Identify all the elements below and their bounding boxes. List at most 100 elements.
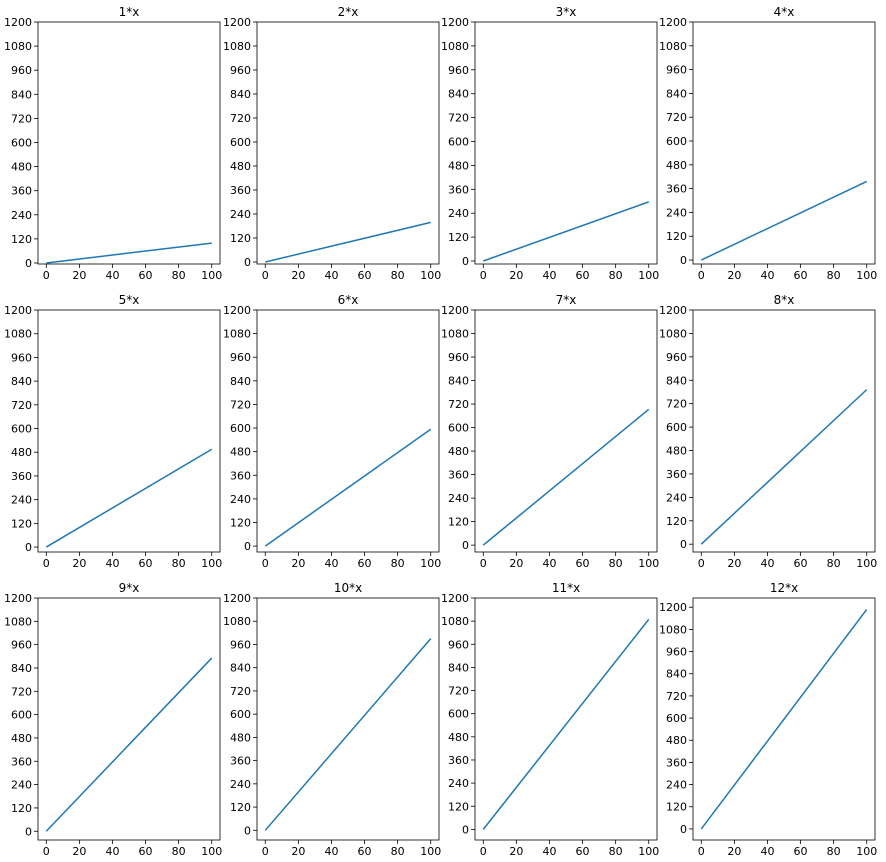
y-tick-label: 600 xyxy=(666,421,687,434)
x-tick-label: 40 xyxy=(324,557,338,570)
y-tick-label: 480 xyxy=(448,731,469,744)
y-tick-label: 1080 xyxy=(4,328,32,341)
y-tick-label: 480 xyxy=(666,734,687,747)
x-tick-label: 40 xyxy=(760,269,774,282)
x-tick-label: 40 xyxy=(324,845,338,858)
x-tick-label: 100 xyxy=(420,845,441,858)
y-tick-label: 360 xyxy=(448,469,469,482)
series-line xyxy=(483,201,649,262)
x-tick-label: 80 xyxy=(827,269,841,282)
y-tick-label: 600 xyxy=(11,709,32,722)
y-tick-label: 0 xyxy=(25,541,32,554)
y-tick-label: 360 xyxy=(448,754,469,767)
y-tick-label: 120 xyxy=(666,801,687,814)
x-tick-label: 100 xyxy=(420,557,441,570)
y-tick-label: 240 xyxy=(448,777,469,790)
subplot-title: 12*x xyxy=(770,581,798,595)
y-tick-label: 0 xyxy=(25,825,32,838)
y-tick-label: 1080 xyxy=(4,615,32,628)
y-tick-label: 240 xyxy=(448,492,469,505)
y-tick-label: 0 xyxy=(244,540,251,553)
subplot: 10*x 0 20 40 60 80 100 0 120 240 360 480 600 720 840 96… xyxy=(223,581,441,858)
plot-frame xyxy=(692,597,876,841)
y-tick-label: 720 xyxy=(666,111,687,124)
x-tick-label: 0 xyxy=(43,269,50,282)
x-tick-label: 60 xyxy=(576,269,590,282)
y-tick-label: 720 xyxy=(11,399,32,412)
y-tick-label: 720 xyxy=(448,112,469,125)
x-tick-label: 20 xyxy=(509,557,523,570)
y-tick-label: 1200 xyxy=(659,304,687,317)
x-tick-label: 60 xyxy=(576,845,590,858)
subplot-title: 6*x xyxy=(338,293,359,307)
y-tick-label: 480 xyxy=(230,731,251,744)
y-tick-label: 480 xyxy=(448,445,469,458)
y-tick-label: 240 xyxy=(666,491,687,504)
y-tick-label: 120 xyxy=(666,230,687,243)
y-tick-label: 0 xyxy=(680,254,687,267)
x-tick-label: 80 xyxy=(172,845,186,858)
subplot-title: 1*x xyxy=(119,5,140,19)
y-tick-label: 720 xyxy=(230,112,251,125)
y-tick-label: 360 xyxy=(11,470,32,483)
x-tick-label: 0 xyxy=(480,269,487,282)
y-tick-label: 360 xyxy=(666,756,687,769)
subplot: 6*x 0 20 40 60 80 100 0 120 240 360 480 600 720 840 960… xyxy=(223,293,441,570)
plot-frame xyxy=(692,21,876,265)
plot-frame xyxy=(256,597,440,841)
y-tick-label: 840 xyxy=(230,88,251,101)
x-tick-label: 100 xyxy=(856,269,877,282)
y-tick-label: 480 xyxy=(230,446,251,459)
y-tick-label: 840 xyxy=(666,87,687,100)
subplot: 2*x 0 20 40 60 80 100 0 120 240 360 480 600 720 840 960… xyxy=(223,5,441,282)
y-tick-label: 960 xyxy=(666,646,687,659)
x-tick-label: 20 xyxy=(72,845,86,858)
x-tick-label: 100 xyxy=(201,845,222,858)
y-tick-label: 960 xyxy=(448,638,469,651)
y-tick-label: 1200 xyxy=(223,304,251,317)
y-tick-label: 960 xyxy=(11,64,32,77)
x-tick-label: 60 xyxy=(794,557,808,570)
subplot-title: 10*x xyxy=(334,581,362,595)
y-tick-label: 240 xyxy=(11,494,32,507)
y-tick-label: 480 xyxy=(666,445,687,458)
y-tick-label: 1200 xyxy=(441,304,469,317)
x-tick-label: 40 xyxy=(542,845,556,858)
x-tick-label: 100 xyxy=(638,845,659,858)
y-tick-label: 360 xyxy=(11,185,32,198)
plot-frame xyxy=(37,21,221,265)
subplot-title: 5*x xyxy=(119,293,140,307)
x-tick-label: 80 xyxy=(391,845,405,858)
y-tick-label: 960 xyxy=(666,64,687,77)
series-line xyxy=(700,180,868,261)
x-tick-label: 20 xyxy=(727,845,741,858)
y-tick-label: 960 xyxy=(666,351,687,364)
y-tick-label: 360 xyxy=(230,755,251,768)
y-tick-label: 240 xyxy=(230,208,251,221)
x-tick-label: 80 xyxy=(609,845,623,858)
plot-frame xyxy=(692,309,876,553)
y-tick-label: 360 xyxy=(230,469,251,482)
y-tick-label: 240 xyxy=(230,493,251,506)
subplot: 1*x 0 20 40 60 80 100 0 120 240 360 480 600 720 840 960… xyxy=(4,5,222,282)
y-tick-label: 1080 xyxy=(441,40,469,53)
x-tick-label: 60 xyxy=(794,269,808,282)
subplot: 3*x 0 20 40 60 80 100 0 120 240 360 480 600 720 840 960… xyxy=(441,5,659,282)
y-tick-label: 360 xyxy=(666,468,687,481)
x-tick-label: 80 xyxy=(172,557,186,570)
series-line xyxy=(700,389,868,545)
y-tick-label: 1200 xyxy=(659,16,687,29)
y-tick-label: 0 xyxy=(25,257,32,270)
y-tick-label: 0 xyxy=(680,538,687,551)
y-tick-label: 840 xyxy=(11,662,32,675)
y-tick-label: 600 xyxy=(230,422,251,435)
x-tick-label: 0 xyxy=(43,557,50,570)
y-tick-label: 720 xyxy=(230,398,251,411)
y-tick-label: 600 xyxy=(448,136,469,149)
y-tick-label: 120 xyxy=(11,802,32,815)
y-tick-label: 120 xyxy=(448,516,469,529)
y-tick-label: 840 xyxy=(230,662,251,675)
x-tick-label: 60 xyxy=(358,845,372,858)
y-tick-label: 120 xyxy=(11,517,32,530)
subplot-title: 4*x xyxy=(774,5,795,19)
